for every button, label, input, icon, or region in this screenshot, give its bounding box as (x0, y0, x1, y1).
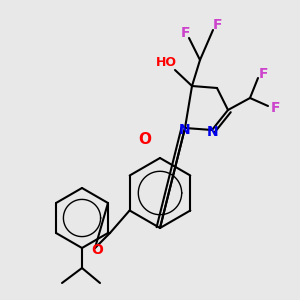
Text: N: N (207, 125, 219, 139)
Text: N: N (179, 123, 191, 137)
Text: F: F (180, 26, 190, 40)
Text: F: F (271, 101, 281, 115)
Text: F: F (258, 67, 268, 81)
Text: O: O (139, 133, 152, 148)
Text: F: F (212, 18, 222, 32)
Text: O: O (91, 243, 103, 257)
Text: HO: HO (155, 56, 176, 70)
